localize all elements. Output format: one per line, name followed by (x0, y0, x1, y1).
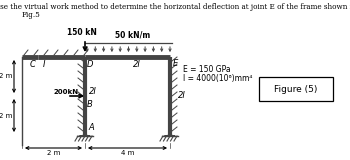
Text: D: D (87, 60, 93, 69)
Text: E = 150 GPa: E = 150 GPa (183, 65, 231, 75)
Text: B: B (87, 100, 93, 109)
FancyBboxPatch shape (259, 77, 333, 101)
Text: 2 m: 2 m (47, 150, 60, 156)
Text: A: A (88, 123, 94, 132)
Text: 2 m: 2 m (0, 112, 12, 119)
Text: I: I (43, 60, 46, 69)
Text: 2I: 2I (133, 60, 140, 69)
Text: 4 m: 4 m (121, 150, 134, 156)
Text: Use the virtual work method to determine the horizontal deflection at joint E of: Use the virtual work method to determine… (0, 3, 350, 11)
Text: E: E (173, 59, 178, 68)
Text: Figure (5): Figure (5) (274, 84, 318, 93)
Text: Fig.5: Fig.5 (22, 11, 41, 19)
Text: 150 kN: 150 kN (67, 28, 97, 37)
Text: I = 4000(10⁶)mm⁴: I = 4000(10⁶)mm⁴ (183, 73, 252, 83)
Text: 50 kN/m: 50 kN/m (115, 31, 150, 40)
Text: 200kN: 200kN (53, 89, 78, 95)
Text: 2I: 2I (89, 87, 97, 96)
Text: 2I: 2I (178, 92, 186, 100)
Text: 2 m: 2 m (0, 73, 12, 80)
Text: C: C (30, 60, 36, 69)
